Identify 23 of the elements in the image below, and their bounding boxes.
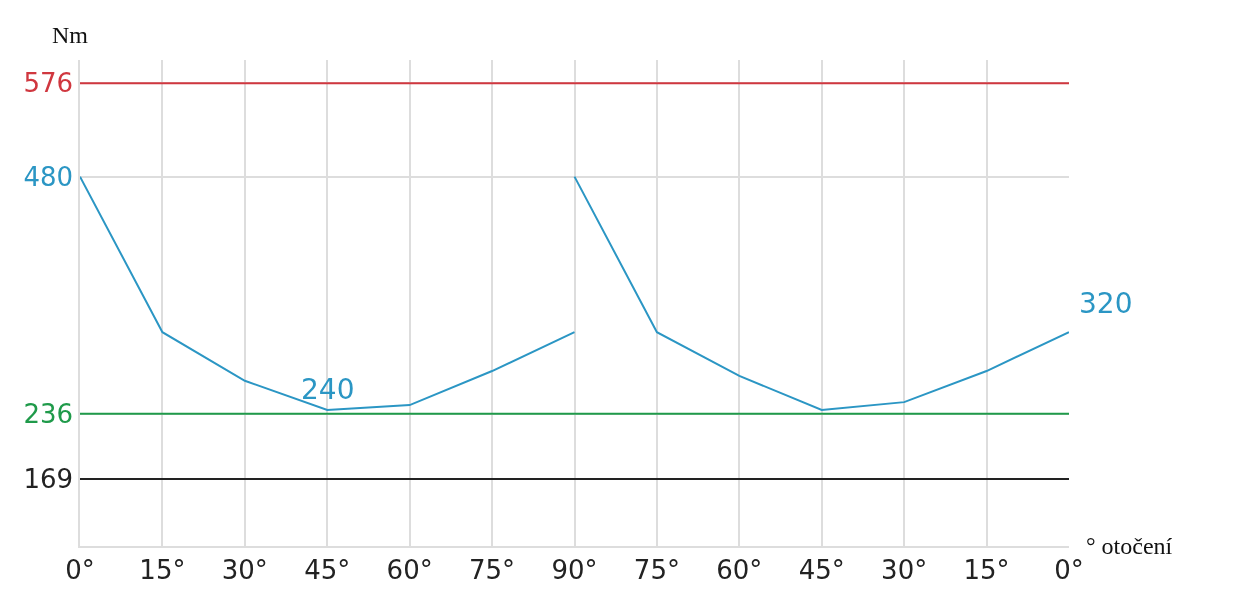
x-tick-label: 15° (139, 554, 186, 585)
y-tick-label: 169 (23, 464, 74, 495)
y-axis-title: Nm (52, 22, 89, 48)
x-axis-title: ° otočení (1086, 533, 1173, 559)
x-tick-label: 60° (386, 554, 433, 585)
x-tick-label: 90° (551, 554, 598, 585)
x-tick-label: 30° (221, 554, 268, 585)
x-tick-label: 75° (633, 554, 680, 585)
y-tick-label: 576 (23, 68, 74, 99)
annotation: 240 (301, 373, 355, 406)
x-tick-label: 0° (1054, 554, 1084, 585)
y-tick-label: 480 (23, 161, 74, 192)
x-tick-label: 15° (963, 554, 1010, 585)
x-tick-label: 0° (65, 554, 95, 585)
text: 320 (1079, 287, 1133, 320)
line-series (573, 175, 1069, 411)
x-tick-label: 60° (716, 554, 763, 585)
x-tick-label: 45° (304, 554, 351, 585)
x-tick-label: 30° (881, 554, 928, 585)
y-tick-label: 236 (23, 398, 74, 429)
x-tick-label: 45° (798, 554, 845, 585)
line-series (80, 175, 576, 411)
x-tick-label: 75° (469, 554, 516, 585)
